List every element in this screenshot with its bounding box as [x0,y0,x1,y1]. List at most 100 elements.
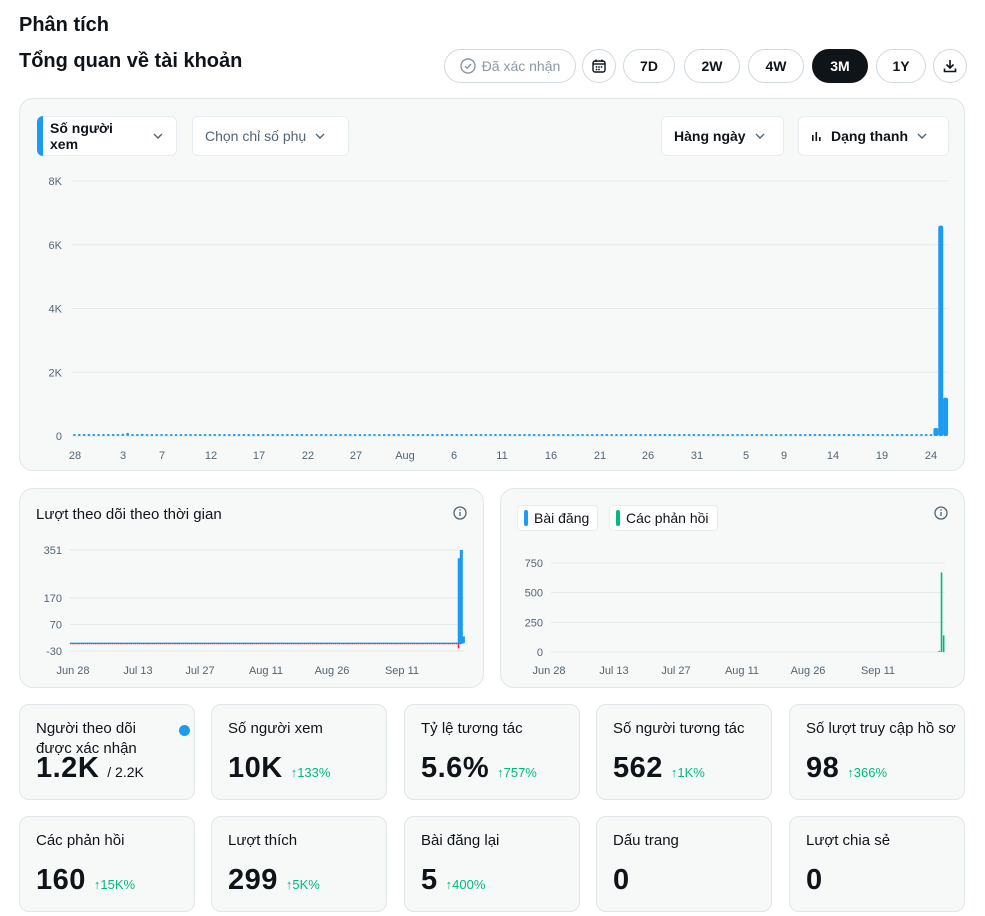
views-bar [300,434,304,436]
follower-loss-bar [99,643,101,645]
follower-loss-bar [343,643,345,645]
chart-type-select[interactable]: Dạng thanh [798,116,949,156]
follower-loss-bar [92,643,95,645]
follower-loss-bar [226,643,228,645]
follower-loss-bar [263,643,266,645]
follower-loss-bar [157,643,160,645]
stat-card-profile-visits[interactable]: Số lượt truy cập hồ sơ 98 ↑366% [789,704,965,800]
views-bar [411,434,415,436]
stat-card-verified-followers[interactable]: Người theo dõi được xác nhận 1.2K / 2.2K [19,704,195,800]
follower-loss-bar [215,643,218,645]
follower-loss-bar [324,643,326,645]
views-bar [581,434,584,436]
info-icon[interactable] [453,506,467,520]
views-bar [145,434,149,436]
views-bar [547,434,551,436]
views-bar [528,434,531,436]
follower-loss-bar [347,643,349,645]
stat-value: 98 [806,752,840,784]
views-bar [194,434,197,436]
views-bar [111,434,115,436]
legend-posts[interactable]: Bài đăng [517,505,599,531]
x-tick-label: 27 [350,450,362,462]
views-bar [649,434,652,436]
x-tick-label: 9 [781,450,787,462]
views-bar [198,434,202,436]
legend-replies[interactable]: Các phản hồi [609,505,718,531]
views-bar [600,434,604,436]
views-bar [421,434,425,436]
y-tick-label: 2K [49,367,63,379]
stat-card-shares[interactable]: Lượt chia sẻ 0 [789,816,965,912]
views-bar [82,434,86,436]
views-bar [218,434,221,436]
stat-delta: ↑757% [497,765,537,780]
stat-card-replies[interactable]: Các phản hồi 160 ↑15K% [19,816,195,912]
stat-label: Số lượt truy cập hồ sơ [806,720,956,737]
views-bar [474,434,478,436]
stat-card-engagement-rate[interactable]: Tỷ lệ tương tác 5.6% ↑757% [404,704,580,800]
follower-loss-bar [243,643,245,645]
stat-value: 0 [806,864,823,896]
views-bar [445,434,449,436]
views-bar [803,434,807,436]
views-bar [373,434,376,436]
secondary-metric-select[interactable]: Chọn chỉ số phụ [192,116,349,156]
views-bar [842,434,846,436]
calendar-button[interactable] [582,49,616,83]
views-bar [131,434,134,436]
range-1y-button[interactable]: 1Y [876,49,926,83]
views-bar [73,434,76,436]
views-bar [639,434,643,436]
views-bar [668,434,672,436]
views-bar [353,434,357,436]
info-icon[interactable] [934,506,948,520]
stat-card-bookmarks[interactable]: Dấu trang 0 [596,816,772,912]
chevron-down-icon [315,133,325,139]
follower-loss-bar [268,643,270,645]
follower-loss-bar [136,643,139,645]
verified-filter-button[interactable]: Đã xác nhận [444,49,576,83]
follower-loss-bar [430,643,433,645]
follower-loss-bar [251,643,253,645]
download-button[interactable] [933,49,967,83]
views-bar [126,432,129,436]
views-bar [847,434,851,436]
stat-card-engaged-users[interactable]: Số người tương tác 562 ↑1K% [596,704,772,800]
follower-loss-bar [230,643,233,645]
range-4w-button[interactable]: 4W [748,49,804,83]
follower-loss-bar [361,643,364,645]
follower-loss-bar [357,643,360,645]
views-bar [106,434,110,436]
views-bar [750,434,754,436]
views-bar [397,434,401,436]
views-bar [760,434,763,436]
follower-loss-bar [140,643,143,645]
stat-card-reposts[interactable]: Bài đăng lại 5 ↑400% [404,816,580,912]
stat-delta: ↑15K% [93,877,136,892]
follower-loss-bar [372,643,374,645]
follower-loss-bar [438,643,441,645]
follower-loss-bar [78,643,80,645]
interval-select[interactable]: Hàng ngày [661,116,784,156]
range-2w-button[interactable]: 2W [684,49,740,83]
views-bar [702,434,705,436]
x-tick-label: Sep 11 [861,665,895,677]
stat-label: Dấu trang [613,832,679,849]
verified-badge-icon [179,725,190,736]
follower-loss-bar [101,643,103,645]
range-7d-button[interactable]: 7D [623,49,675,83]
follower-loss-bar [320,643,322,645]
range-3m-button[interactable]: 3M [812,49,868,83]
stat-card-views[interactable]: Số người xem 10K ↑133% [211,704,387,800]
follower-loss-bar [363,643,366,645]
views-chart: 8K 6K 4K 2K 0 28 3 7 12 17 22 27 Aug 6 11 16 21 26 31 5 9 14 1… [49,176,949,462]
follower-loss-bar [107,643,110,645]
follower-loss-bar [353,643,356,645]
interval-label: Hàng ngày [674,128,746,144]
stat-value: 299 [228,864,278,896]
stat-suffix: / 2.2K [107,764,144,780]
stat-card-likes[interactable]: Lượt thích 299 ↑5K% [211,816,387,912]
follower-loss-bar [368,643,370,645]
primary-metric-select[interactable]: Số người xem [37,116,177,156]
